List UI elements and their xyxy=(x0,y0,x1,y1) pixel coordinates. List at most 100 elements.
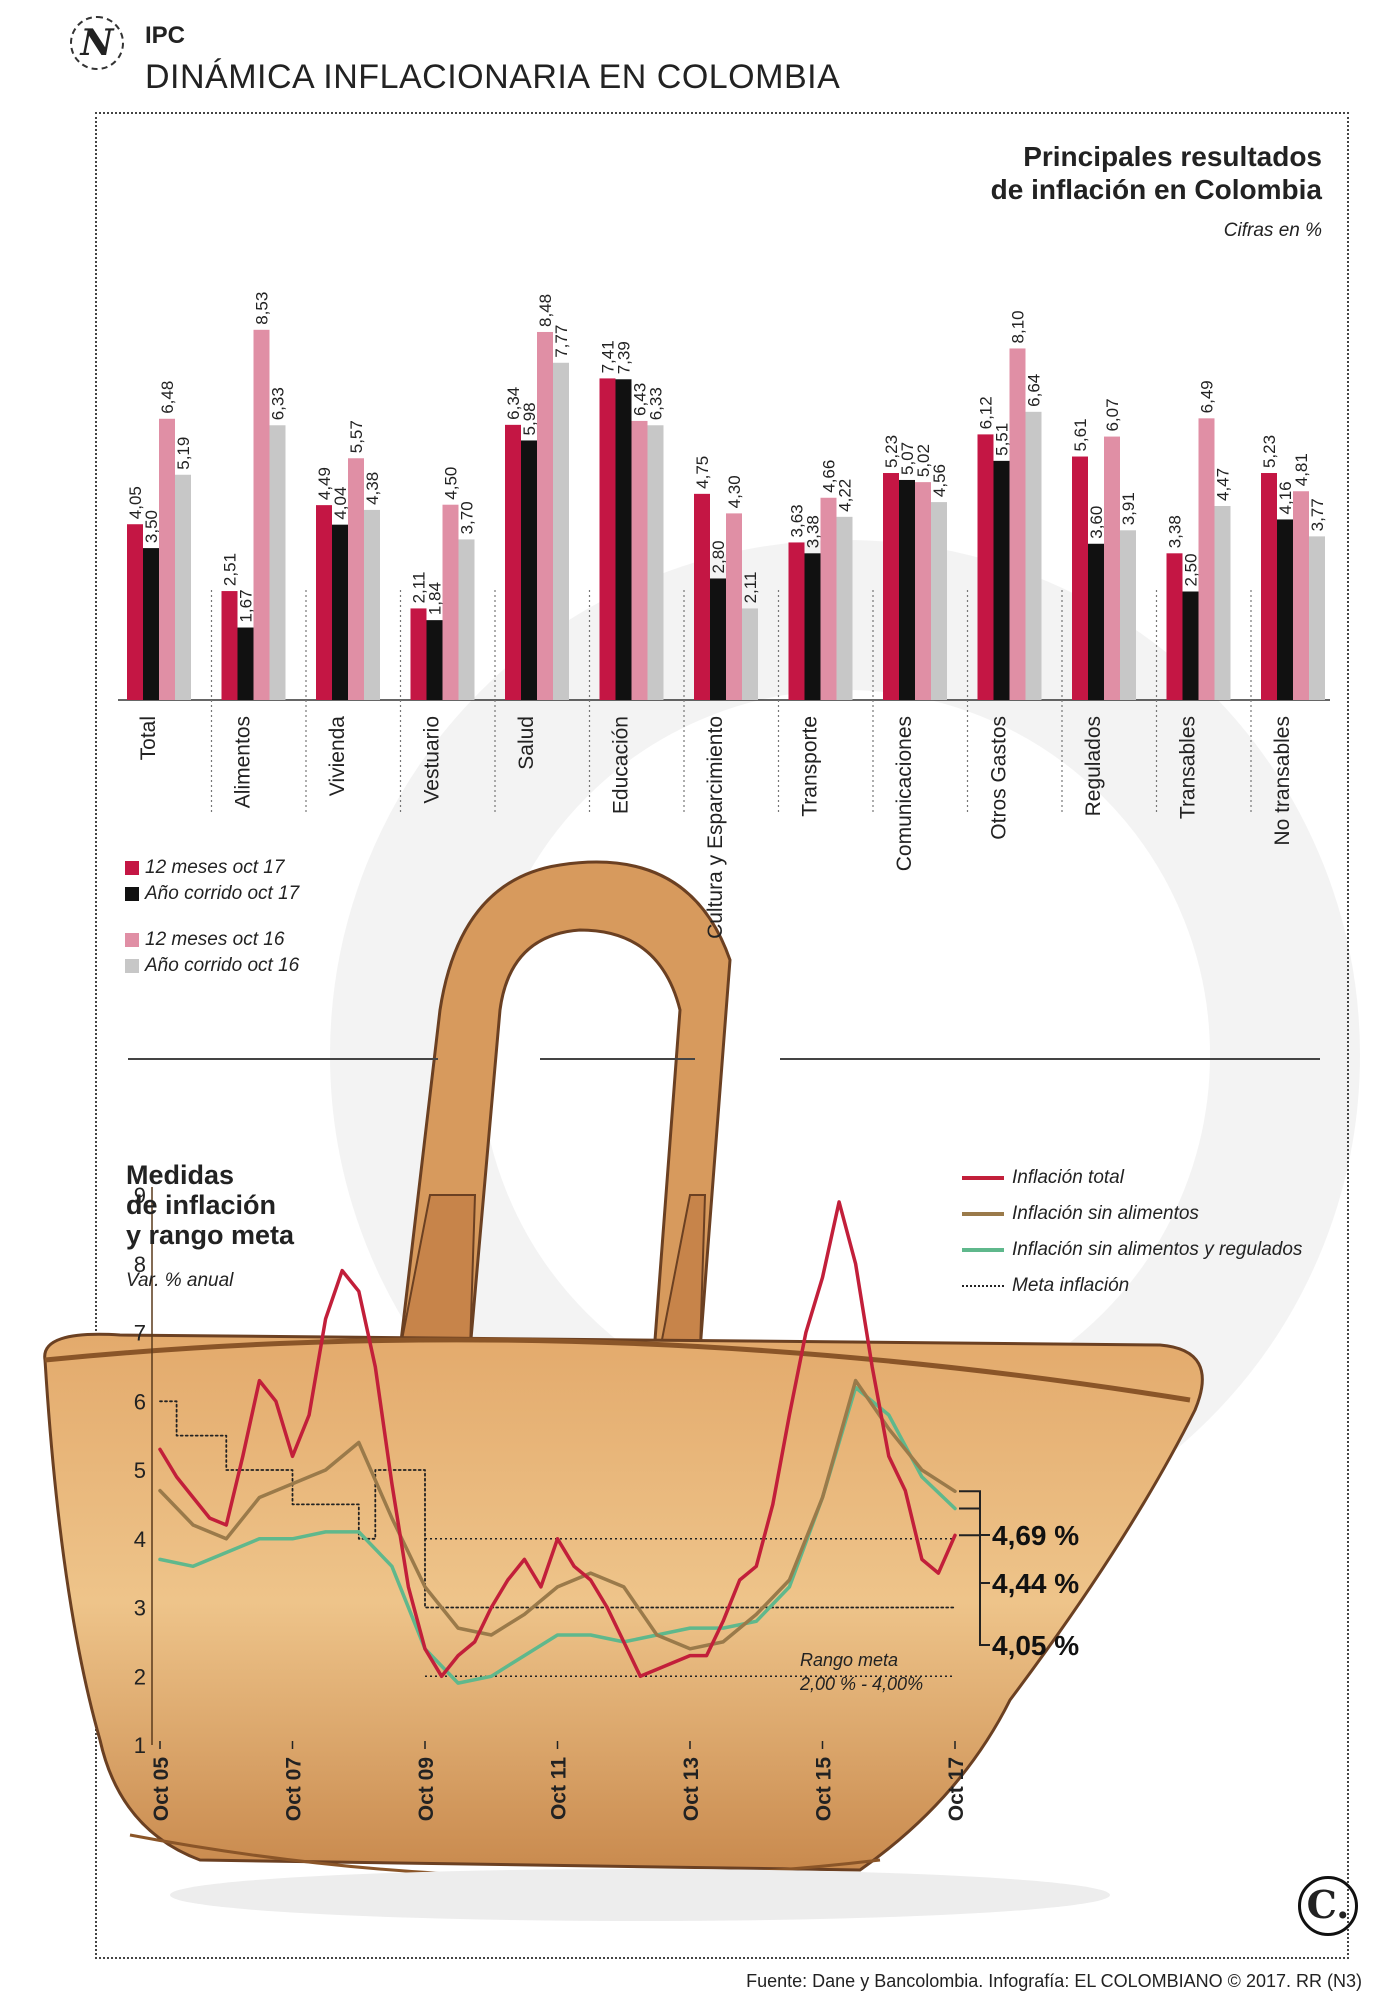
bar xyxy=(915,482,931,700)
category-label: Otros Gastos xyxy=(988,716,1011,840)
bar xyxy=(253,329,270,700)
legend-label-sin-alim-reg: Inflación sin alimentos y regulados xyxy=(1012,1239,1303,1260)
bar xyxy=(316,505,332,700)
bar xyxy=(993,460,1010,700)
bar xyxy=(788,542,805,700)
divider-left xyxy=(128,1058,438,1060)
bar xyxy=(458,539,475,700)
bar xyxy=(726,513,742,700)
legend-swatch-gray xyxy=(125,959,139,973)
category-label: Salud xyxy=(515,716,538,770)
bar-value-label: 4,30 xyxy=(725,475,744,508)
logo-n-badge: N xyxy=(70,16,124,70)
frame-top-border xyxy=(95,112,1345,114)
bar-value-label: 4,22 xyxy=(836,479,855,512)
bar-value-label: 3,70 xyxy=(458,501,477,534)
bar-value-label: 6,07 xyxy=(1103,398,1122,431)
bar xyxy=(1309,536,1325,700)
bar xyxy=(883,473,899,700)
bar-value-label: 1,67 xyxy=(237,589,256,622)
bar xyxy=(127,524,143,700)
legend-item-sin-alim-reg: Inflación sin alimentos y regulados xyxy=(962,1232,1302,1268)
bar-chart-subtitle: Cifras en % xyxy=(1223,220,1322,241)
x-tick-label: Oct 13 xyxy=(680,1757,703,1821)
end-value-label: 4,05 % xyxy=(992,1630,1079,1661)
bar-value-label: 6,64 xyxy=(1025,374,1044,407)
bar xyxy=(1277,519,1293,700)
x-tick-label: Oct 05 xyxy=(150,1757,173,1822)
bar xyxy=(537,331,553,700)
bar xyxy=(820,497,837,700)
category-label: Alimentos xyxy=(232,716,255,808)
legend-item-black: Año corrido oct 17 xyxy=(125,881,299,907)
bar xyxy=(348,458,364,700)
bar xyxy=(1198,418,1215,700)
bar xyxy=(1025,411,1042,700)
bar-value-label: 4,16 xyxy=(1276,481,1295,514)
bar xyxy=(1120,530,1136,700)
bar-value-label: 4,04 xyxy=(331,487,350,520)
bar-value-label: 7,41 xyxy=(599,340,618,373)
category-label: Regulados xyxy=(1082,716,1105,816)
bar xyxy=(143,548,159,700)
bar-value-label: 8,10 xyxy=(1009,310,1028,343)
bar-value-label: 3,91 xyxy=(1119,492,1138,525)
bar xyxy=(1088,543,1104,700)
y-tick-label: 9 xyxy=(134,1183,146,1208)
legend-line-meta xyxy=(962,1285,1004,1287)
source-note: Fuente: Dane y Bancolombia. Infografía: … xyxy=(746,1971,1362,1991)
bar-value-label: 5,57 xyxy=(347,420,366,453)
legend-label-meta: Meta inflación xyxy=(1012,1275,1130,1296)
x-tick-label: Oct 15 xyxy=(813,1757,836,1822)
legend-item-sin-alimentos: Inflación sin alimentos xyxy=(962,1196,1302,1232)
line-chart-subtitle: Var. % anual xyxy=(126,1270,234,1291)
bar-value-label: 4,05 xyxy=(126,486,145,519)
bar-value-label: 2,50 xyxy=(1182,553,1201,586)
y-tick-label: 4 xyxy=(134,1527,146,1552)
bar-value-label: 3,38 xyxy=(804,515,823,548)
legend-label-red: 12 meses oct 17 xyxy=(145,857,285,878)
end-value-label: 4,44 % xyxy=(992,1568,1079,1599)
legend-label-gray: Año corrido oct 16 xyxy=(145,955,300,976)
bar xyxy=(647,425,664,700)
legend-swatch-pink xyxy=(125,933,139,947)
bar xyxy=(1009,348,1026,700)
bar xyxy=(1214,506,1231,700)
bar xyxy=(505,424,521,700)
bar-value-label: 5,23 xyxy=(1260,435,1279,468)
bar-value-label: 3,50 xyxy=(142,510,161,543)
y-tick-label: 8 xyxy=(134,1252,146,1277)
bar xyxy=(615,379,632,700)
legend-line-total xyxy=(962,1176,1004,1180)
bar-legend: 12 meses oct 17 Año corrido oct 17 12 me… xyxy=(125,855,299,979)
basket-shadow xyxy=(170,1869,1110,1921)
bar xyxy=(804,553,821,700)
x-tick-label: Oct 07 xyxy=(283,1757,306,1821)
bar-value-label: 8,53 xyxy=(253,292,272,325)
category-label: Transables xyxy=(1177,716,1200,819)
bar xyxy=(364,509,380,700)
legend-line-sin-alimentos xyxy=(962,1212,1004,1216)
category-label: Cultura y Esparcimiento xyxy=(704,716,727,939)
bar-chart-title-line1: Principales resultados xyxy=(1023,141,1322,172)
bar xyxy=(332,524,348,700)
bar xyxy=(599,378,616,700)
legend-item-gray: Año corrido oct 16 xyxy=(125,953,299,979)
bar xyxy=(1166,553,1183,700)
bar xyxy=(553,362,569,700)
basket-illustration xyxy=(43,860,1204,1921)
bar-value-label: 5,07 xyxy=(898,442,917,475)
line-inflacion-sin-alimentos xyxy=(158,1378,957,1651)
line-inflacion-total xyxy=(158,1200,957,1679)
bar xyxy=(1261,473,1277,700)
bar-value-label: 4,38 xyxy=(363,472,382,505)
bar-value-label: 6,43 xyxy=(631,383,650,416)
bar-value-label: 6,33 xyxy=(269,387,288,420)
category-label: No transables xyxy=(1271,716,1294,846)
bar-value-label: 5,23 xyxy=(882,435,901,468)
y-tick-label: 5 xyxy=(134,1458,146,1483)
bar xyxy=(1182,591,1199,700)
x-tick-label: Oct 11 xyxy=(548,1757,571,1820)
bar-value-label: 6,12 xyxy=(977,396,996,429)
